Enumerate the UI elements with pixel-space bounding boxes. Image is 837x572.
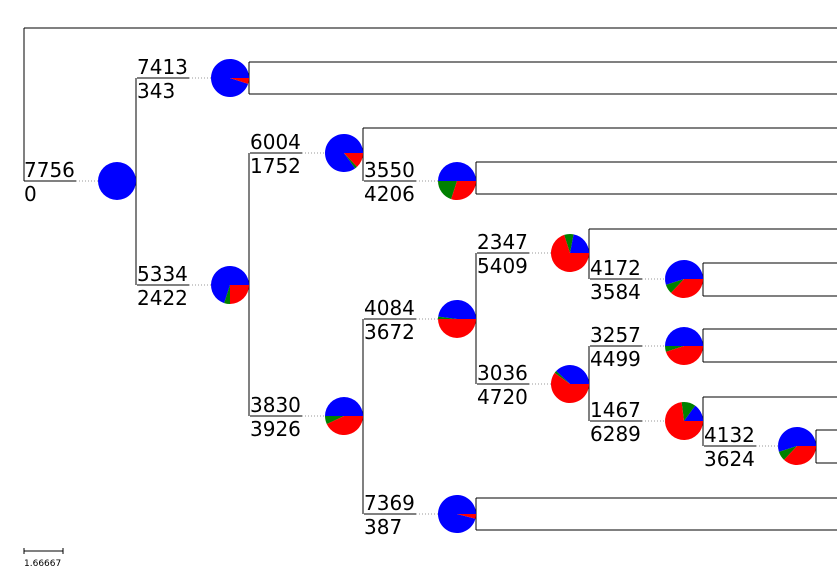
node-count-bottom: 3926 — [250, 417, 301, 441]
node-count-bottom: 6289 — [590, 422, 641, 446]
node-count-bottom: 387 — [364, 515, 402, 539]
node-count-top: 3036 — [477, 361, 528, 385]
node-count-top: 2347 — [477, 230, 528, 254]
pie-slice — [665, 346, 703, 366]
node-count-bottom: 4720 — [477, 385, 528, 409]
pie-slice — [681, 402, 696, 421]
node-count-bottom: 3624 — [704, 447, 755, 471]
node-count-top: 4172 — [590, 256, 641, 280]
pie-slice — [325, 416, 344, 425]
pie-slice — [324, 134, 363, 173]
pie-slice — [344, 153, 363, 167]
pie-slice — [665, 260, 703, 285]
node-count-top: 4084 — [364, 296, 415, 320]
pie-slice — [665, 346, 684, 352]
pie-slice — [325, 397, 363, 416]
pie-slice — [451, 181, 476, 200]
pie-slice — [326, 416, 363, 436]
pie-slice — [211, 266, 249, 304]
node-count-top: 4132 — [704, 423, 755, 447]
pie-slice — [556, 364, 589, 384]
node-count-bottom: 2422 — [137, 286, 188, 310]
pie-slice — [438, 316, 457, 319]
pie-slice — [438, 162, 476, 181]
pie-slice — [551, 234, 589, 273]
pie-slice — [230, 285, 249, 304]
node-count-top: 3830 — [250, 393, 301, 417]
pie-slice — [670, 279, 703, 299]
node-count-bottom: 4499 — [590, 347, 641, 371]
node-count-top: 5334 — [137, 262, 188, 286]
node-count-top: 6004 — [250, 130, 301, 154]
pie-slice — [570, 234, 589, 253]
node-count-top: 3550 — [364, 158, 415, 182]
node-count-bottom: 3584 — [590, 280, 641, 304]
pie-slice — [783, 446, 816, 466]
pie-slice — [778, 427, 816, 452]
pie-slice — [554, 370, 570, 384]
node-count-bottom: 0 — [24, 182, 37, 206]
pie-slice — [230, 78, 249, 84]
node-count-top: 1467 — [590, 398, 641, 422]
scale-label: 1.66667 — [24, 559, 61, 569]
node-count-bottom: 343 — [137, 79, 175, 103]
branches — [23, 27, 837, 554]
pie-slice — [665, 279, 684, 293]
node-count-top: 7756 — [24, 158, 75, 182]
node-count-bottom: 4206 — [364, 182, 415, 206]
pie-slice — [684, 405, 703, 421]
node-count-top: 3257 — [590, 323, 641, 347]
pie-slice — [551, 372, 589, 404]
pie-slice — [438, 319, 476, 338]
pie-slice — [438, 495, 476, 534]
pie-slice — [438, 181, 457, 200]
pie-slice — [211, 58, 249, 97]
pie-slice — [438, 299, 476, 319]
pie-slice — [778, 446, 797, 460]
node-count-bottom: 5409 — [477, 254, 528, 278]
node-count-top: 7369 — [364, 491, 415, 515]
pie-slice — [664, 402, 703, 440]
pie-slice — [665, 327, 703, 346]
pie-slice — [98, 162, 136, 200]
node-count-bottom: 3672 — [364, 320, 415, 344]
node-count-bottom: 1752 — [250, 154, 301, 178]
pie-slice — [224, 285, 230, 304]
pie-slice — [564, 234, 574, 253]
node-count-top: 7413 — [137, 55, 188, 79]
pie-slice — [344, 153, 358, 169]
pie-slice — [457, 514, 476, 519]
